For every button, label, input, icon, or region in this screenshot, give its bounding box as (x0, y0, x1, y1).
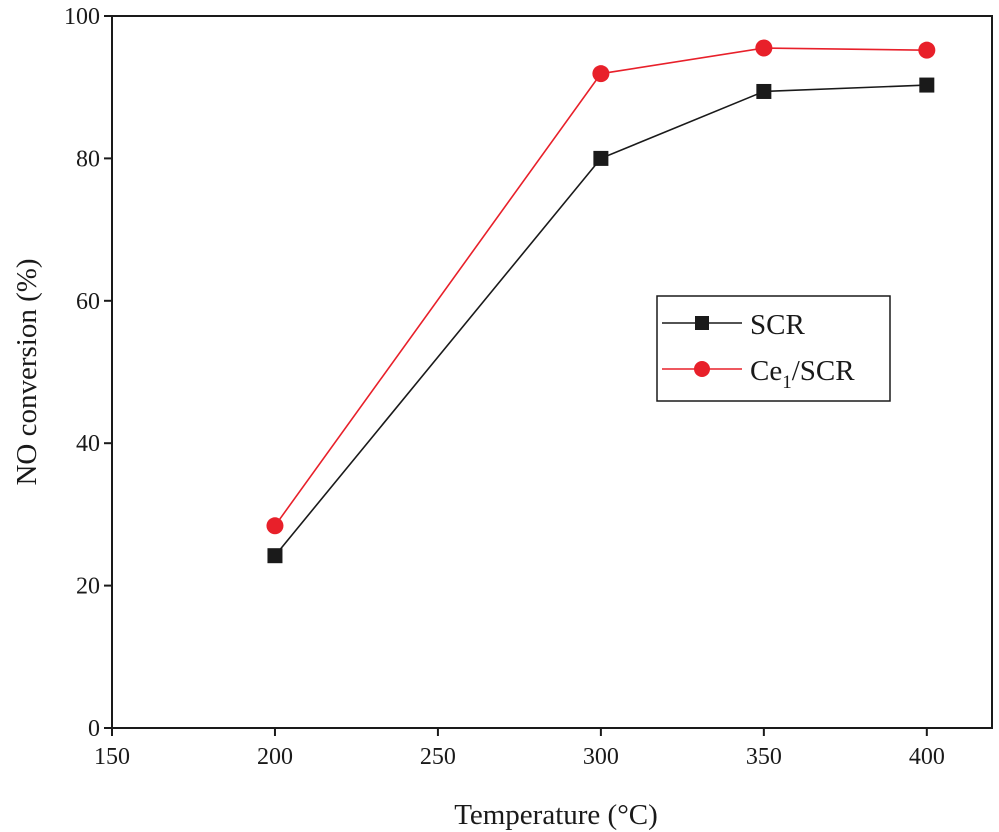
series-line-ce1-scr (274, 47, 927, 527)
y-tick-label: 80 (76, 146, 100, 172)
data-point-ce1-scr (755, 39, 773, 57)
legend-box (656, 295, 891, 402)
x-tick-label: 400 (909, 744, 945, 770)
data-point-ce1-scr (266, 517, 284, 535)
plot-frame (111, 15, 993, 729)
y-tick-label: 60 (76, 289, 100, 315)
x-axis-title: Temperature (°C) (454, 799, 658, 831)
x-tick-label: 150 (94, 744, 130, 770)
x-tick-label: 300 (583, 744, 619, 770)
y-tick-label: 100 (64, 4, 100, 30)
data-point-scr (756, 83, 772, 99)
x-tick-label: 200 (257, 744, 293, 770)
legend-label-ce1-sub: 1 (782, 372, 792, 393)
y-axis-ticks: 0 20 40 60 80 100 (64, 4, 112, 742)
series-layer (266, 39, 936, 564)
legend-label-ce1-main: Ce (750, 355, 782, 387)
series-line-scr (274, 84, 927, 557)
data-point-ce1-scr (918, 41, 936, 59)
y-axis-title: NO conversion (%) (11, 258, 43, 485)
x-axis-ticks: 150 200 250 300 350 400 (94, 728, 945, 770)
data-point-ce1-scr (592, 65, 610, 83)
x-tick-label: 250 (420, 744, 456, 770)
y-tick-label: 40 (76, 431, 100, 457)
legend-label-ce1-scr: Ce1/SCR (750, 355, 855, 393)
legend: SCR Ce1/SCR (656, 295, 891, 402)
x-tick-label: 350 (746, 744, 782, 770)
y-tick-label: 0 (88, 716, 100, 742)
legend-marker-scr (695, 316, 709, 330)
data-point-scr (919, 77, 935, 93)
legend-marker-ce1-scr (694, 361, 710, 377)
legend-label-scr: SCR (750, 309, 805, 341)
data-point-scr (593, 150, 609, 166)
y-tick-label: 20 (76, 574, 100, 600)
data-point-scr (267, 548, 283, 564)
legend-label-ce1-tail: /SCR (792, 355, 856, 387)
